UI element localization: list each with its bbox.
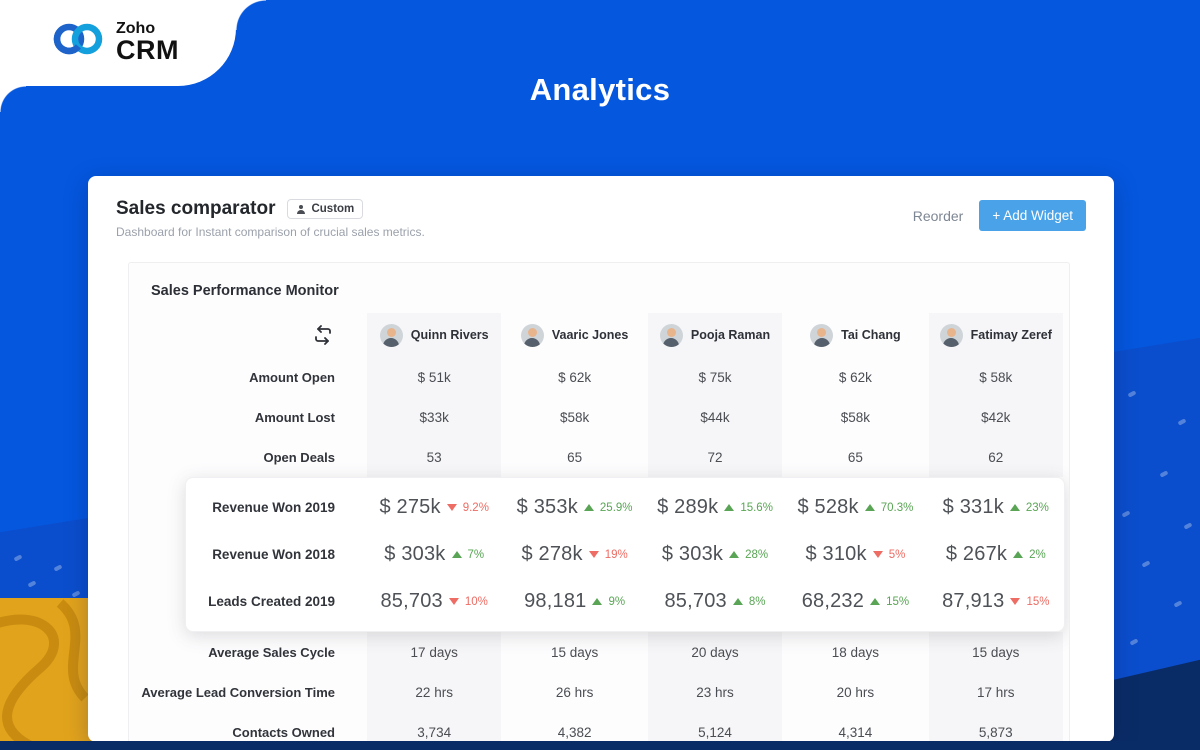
highlight-card-backdrop <box>185 477 1065 632</box>
trend-cell: $ 275k 9.2% <box>379 496 489 518</box>
avatar <box>659 323 683 347</box>
trend-arrow-icon <box>1009 504 1020 511</box>
person-icon <box>296 204 306 214</box>
logo-container <box>0 0 236 86</box>
avatar <box>939 323 963 347</box>
add-widget-button[interactable]: + Add Widget <box>979 200 1086 231</box>
trend-arrow-icon <box>729 551 740 558</box>
person-header: Fatimay Zeref <box>928 313 1063 357</box>
trend-cell: 98,181 9% <box>524 590 626 612</box>
zoho-rings-icon <box>52 18 104 65</box>
trend-cell: $ 528k 70.3% <box>797 496 914 518</box>
sales-performance-widget: Sales Performance Monitor Quinn Rivers V… <box>128 262 1070 742</box>
metric-row: Amount Lost $33k $58k $44k $58k $42k <box>129 397 1069 437</box>
avatar <box>379 323 403 347</box>
trend-cell: $ 303k 28% <box>661 543 769 565</box>
dashboard-header: Sales comparator Custom Dashboard for In… <box>88 176 1114 239</box>
metric-row: Open Deals 53 65 72 65 62 <box>129 437 1069 477</box>
dashboard-title: Sales comparator <box>116 198 276 219</box>
yellow-corner-shape <box>0 598 92 750</box>
trend-arrow-icon <box>864 504 875 511</box>
trend-cell: $ 289k 15.6% <box>657 496 773 518</box>
trend-cell: 85,703 8% <box>664 590 766 612</box>
trend-cell: $ 331k 23% <box>942 496 1049 518</box>
avatar <box>810 323 834 347</box>
dashboard-subtitle: Dashboard for Instant comparison of cruc… <box>116 225 425 239</box>
widget-title: Sales Performance Monitor <box>151 283 339 299</box>
swap-columns-icon[interactable] <box>135 313 361 357</box>
person-header: Pooja Raman <box>647 313 783 357</box>
person-header: Tai Chang <box>788 313 922 357</box>
dashboard-card: Sales comparator Custom Dashboard for In… <box>88 176 1114 742</box>
custom-badge-label: Custom <box>311 203 355 215</box>
bottom-navy-bar <box>0 741 1200 750</box>
trend-cell: 85,703 10% <box>380 590 488 612</box>
highlight-metric-row: Revenue Won 2019 $ 275k 9.2% $ 353k 25.9% … <box>129 484 1069 531</box>
zoho-crm-logo[interactable]: Zoho CRM <box>52 18 179 65</box>
trend-cell: $ 303k 7% <box>384 543 485 565</box>
trend-arrow-icon <box>724 504 735 511</box>
highlight-section: Revenue Won 2019 $ 275k 9.2% $ 353k 25.9% … <box>129 477 1069 632</box>
trend-arrow-icon <box>1010 598 1021 605</box>
reorder-button[interactable]: Reorder <box>912 207 964 224</box>
trend-cell: 87,913 15% <box>942 590 1050 612</box>
trend-arrow-icon <box>1013 551 1024 558</box>
metric-row: Average Lead Conversion Time 22 hrs 26 h… <box>129 672 1069 712</box>
trend-arrow-icon <box>872 551 883 558</box>
trend-arrow-icon <box>592 598 603 605</box>
trend-arrow-icon <box>583 504 594 511</box>
logo-crm-text: CRM <box>116 34 179 65</box>
highlight-metric-row: Revenue Won 2018 $ 303k 7% $ 278k 19% $ 30… <box>129 531 1069 578</box>
metric-row: Contacts Owned 3,734 4,382 5,124 4,314 5… <box>129 712 1069 742</box>
people-header-row: Quinn Rivers Vaaric Jones Pooja Raman Ta… <box>129 313 1069 357</box>
custom-badge[interactable]: Custom <box>287 199 364 219</box>
trend-arrow-icon <box>870 598 881 605</box>
trend-arrow-icon <box>446 504 457 511</box>
trend-arrow-icon <box>732 598 743 605</box>
person-header: Quinn Rivers <box>367 313 502 357</box>
logo-zoho-text: Zoho <box>116 19 156 37</box>
page-title: Analytics <box>529 72 671 107</box>
trend-arrow-icon <box>448 598 459 605</box>
trend-cell: $ 310k 5% <box>805 543 906 565</box>
metric-row: Amount Open $ 51k $ 62k $ 75k $ 62k $ 58… <box>129 357 1069 397</box>
trend-arrow-icon <box>588 551 599 558</box>
trend-cell: $ 278k 19% <box>521 543 628 565</box>
trend-cell: 68,232 15% <box>801 590 910 612</box>
highlight-metric-row: Leads Created 2019 85,703 10% 98,181 9% 85… <box>129 578 1069 625</box>
trend-cell: $ 267k 2% <box>945 543 1046 565</box>
trend-arrow-icon <box>451 551 462 558</box>
person-header: Vaaric Jones <box>507 313 641 357</box>
metric-row: Average Sales Cycle 17 days 15 days 20 d… <box>129 632 1069 672</box>
trend-cell: $ 353k 25.9% <box>516 496 633 518</box>
avatar <box>520 323 544 347</box>
